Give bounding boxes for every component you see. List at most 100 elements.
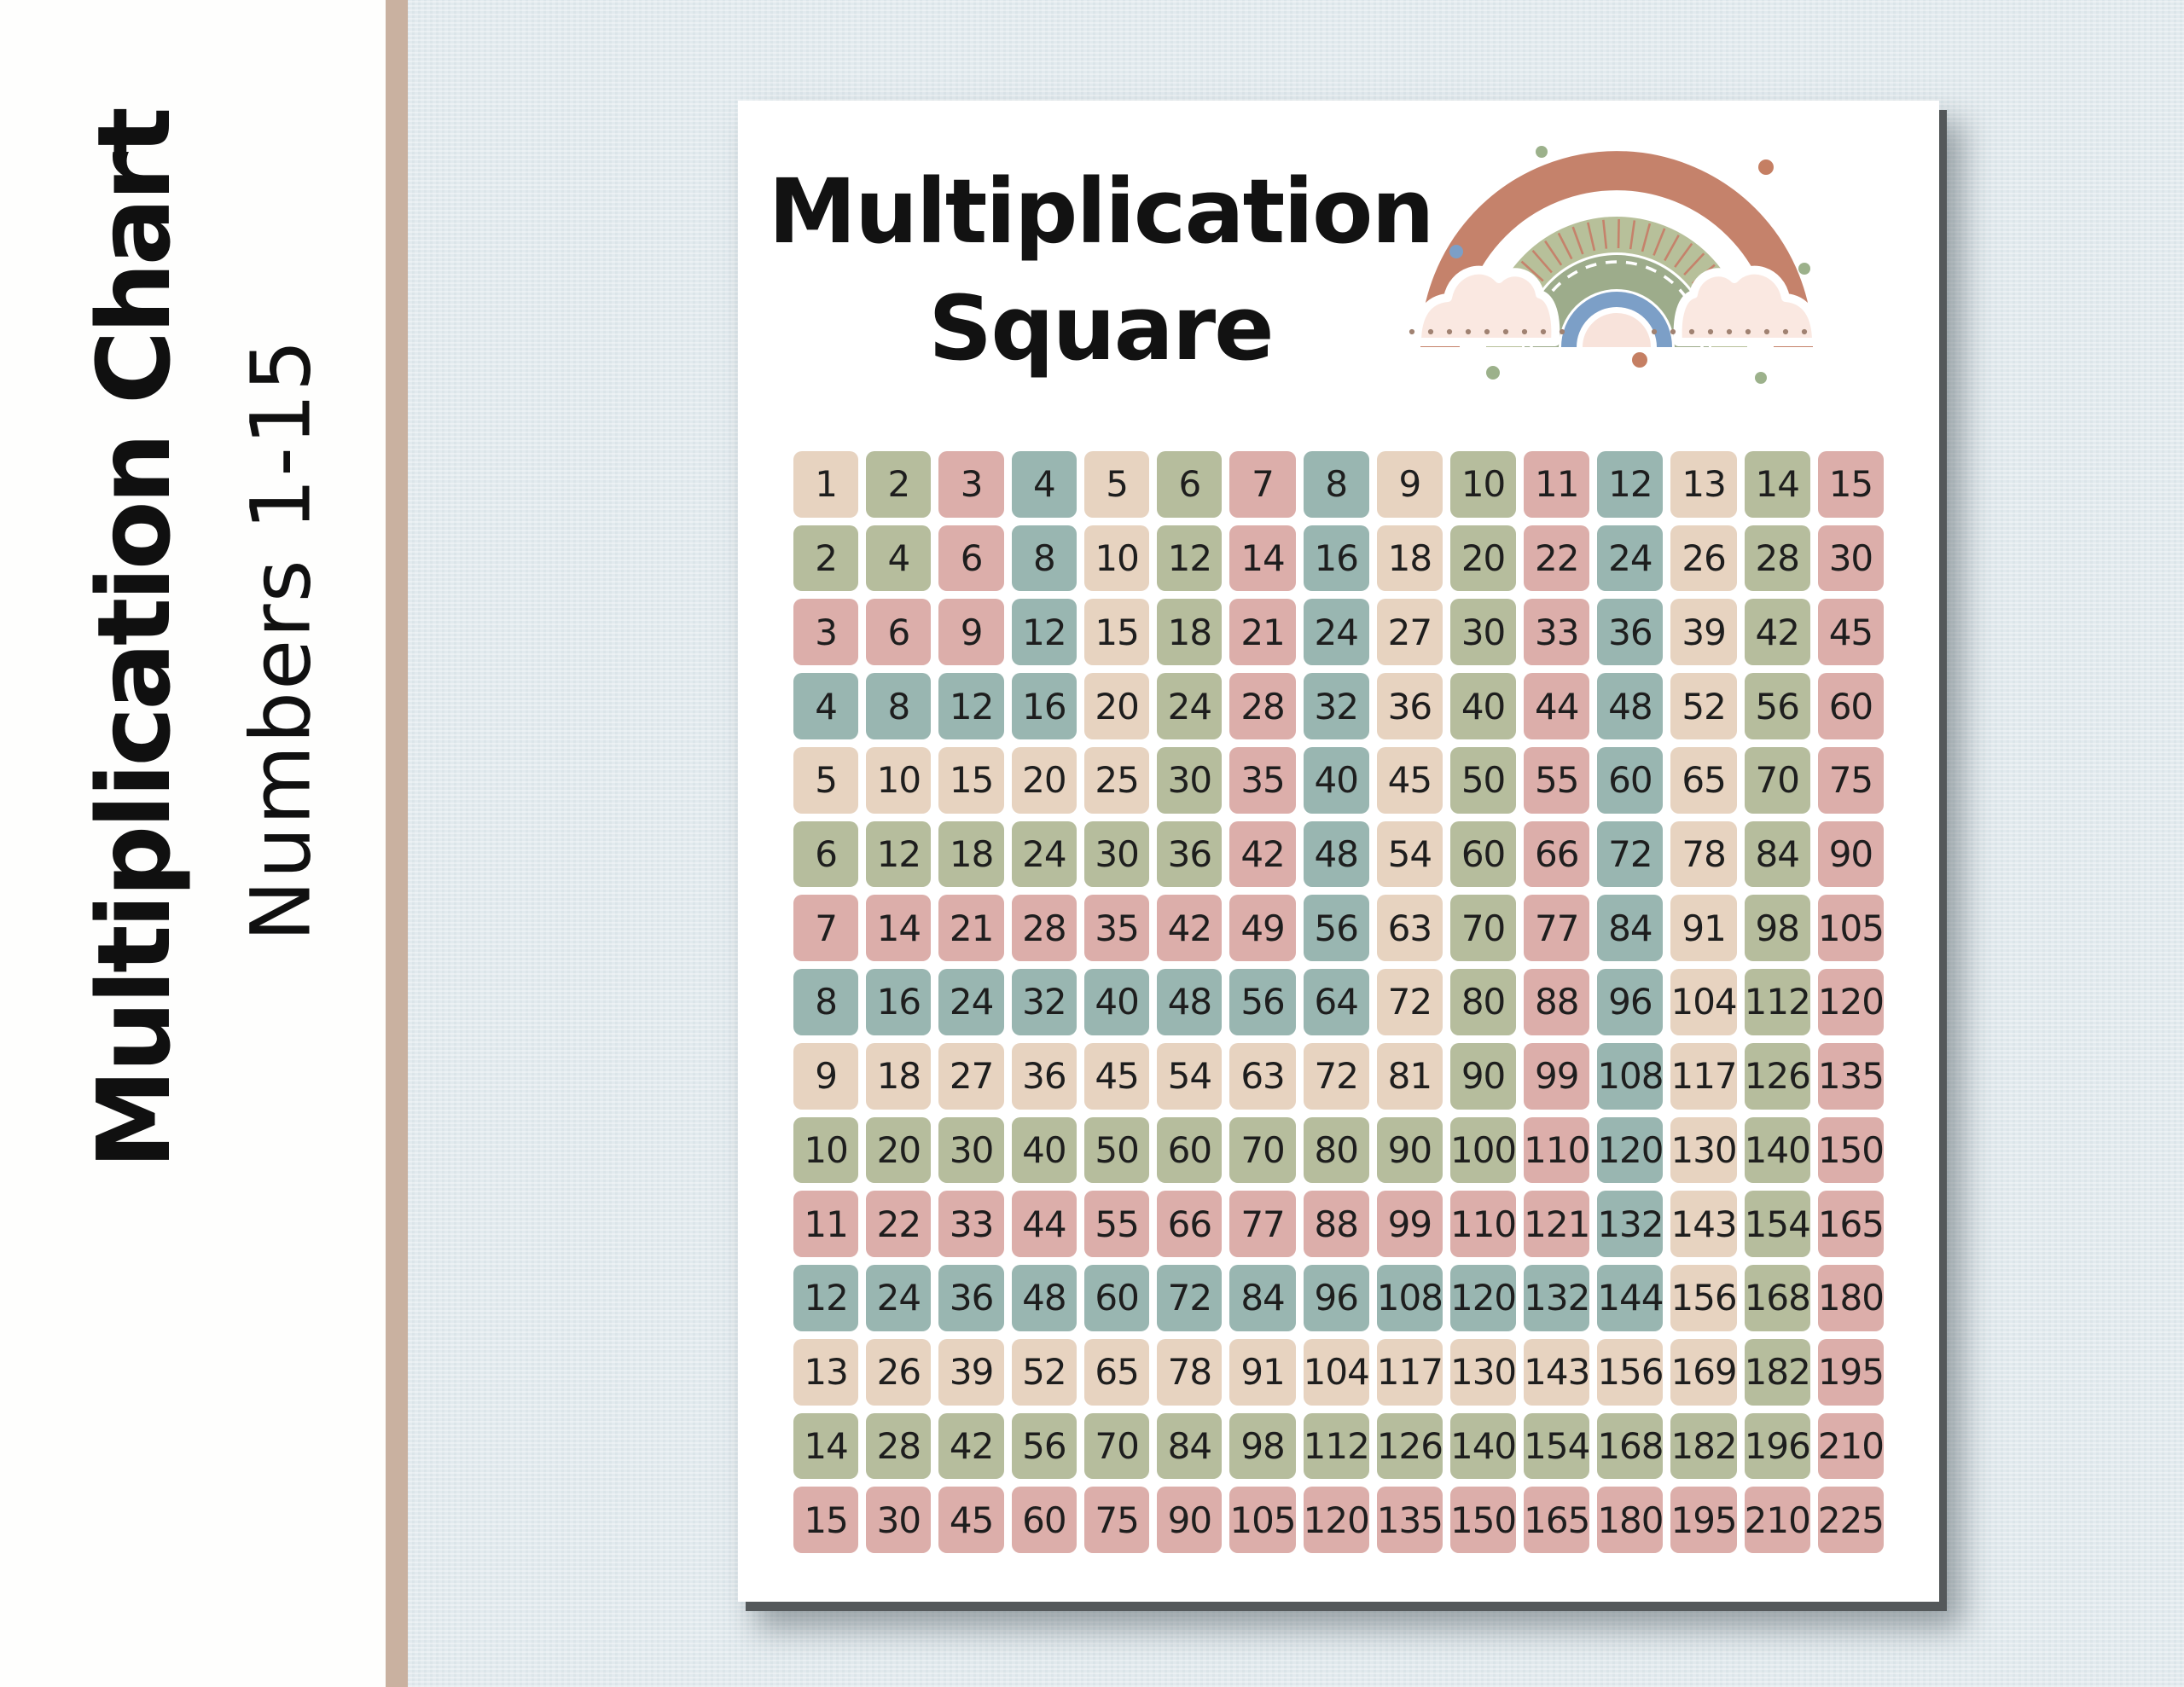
- grid-cell-r13c1: 13: [793, 1338, 859, 1406]
- grid-cell-r15c8: 120: [1303, 1487, 1370, 1553]
- grid-cell-r7c12: 84: [1597, 895, 1664, 962]
- grid-cell-r5c2: 10: [866, 746, 932, 814]
- grid-cell-r13c15: 195: [1817, 1338, 1885, 1406]
- grid-cell-r12c7: 84: [1229, 1265, 1296, 1331]
- grid-cell-r13c9: 117: [1376, 1338, 1443, 1406]
- grid-cell-r13c5: 65: [1083, 1338, 1150, 1406]
- grid-cell-r1c14: 14: [1744, 451, 1810, 518]
- grid-cell-r1c5: 5: [1083, 451, 1150, 518]
- grid-cell-r6c12: 72: [1597, 820, 1664, 888]
- grid-cell-r1c13: 13: [1670, 451, 1737, 518]
- multiplication-grid: 1 2 3 4 5 6 7 8 9 10 11 12 13 14 15 2 4 6 8 10 12 14 16 18 20 22 2…: [793, 451, 1885, 1553]
- grid-cell-r14c2: 28: [866, 1412, 932, 1480]
- grid-cell-r12c13: 156: [1670, 1265, 1738, 1331]
- grid-cell-r2c3: 6: [938, 525, 1004, 592]
- grid-cell-r6c13: 78: [1670, 820, 1737, 888]
- grid-cell-r7c1: 7: [793, 895, 859, 962]
- grid-cell-r7c14: 98: [1744, 895, 1810, 962]
- grid-cell-r15c15: 225: [1817, 1487, 1885, 1553]
- grid-cell-r14c13: 182: [1670, 1412, 1738, 1480]
- grid-cell-r8c15: 120: [1817, 969, 1885, 1035]
- grid-cell-r12c4: 48: [1011, 1265, 1077, 1331]
- grid-cell-r11c1: 11: [793, 1191, 859, 1258]
- grid-cell-r12c14: 168: [1744, 1265, 1811, 1331]
- grid-cell-r10c10: 100: [1449, 1116, 1517, 1184]
- grid-cell-r9c3: 27: [938, 1042, 1004, 1110]
- grid-cell-r13c13: 169: [1670, 1338, 1738, 1406]
- grid-cell-r15c4: 60: [1011, 1487, 1077, 1553]
- grid-cell-r3c1: 3: [793, 599, 859, 666]
- grid-cell-r5c1: 5: [793, 746, 859, 814]
- grid-cell-r14c8: 112: [1303, 1412, 1370, 1480]
- grid-cell-r14c9: 126: [1376, 1412, 1443, 1480]
- grid-cell-r2c12: 24: [1597, 525, 1664, 592]
- grid-cell-r5c13: 65: [1670, 746, 1737, 814]
- divider-strip: [386, 0, 408, 1687]
- grid-cell-r10c7: 70: [1229, 1116, 1296, 1184]
- grid-cell-r12c3: 36: [938, 1265, 1004, 1331]
- grid-cell-r15c3: 45: [938, 1487, 1004, 1553]
- grid-cell-r2c15: 30: [1817, 525, 1884, 592]
- grid-cell-r11c4: 44: [1011, 1191, 1077, 1258]
- grid-cell-r7c6: 42: [1157, 895, 1223, 962]
- grid-cell-r10c2: 20: [866, 1116, 932, 1184]
- grid-cell-r14c10: 140: [1449, 1412, 1517, 1480]
- grid-cell-r6c8: 48: [1303, 820, 1369, 888]
- grid-cell-r3c4: 12: [1011, 599, 1077, 666]
- grid-cell-r14c11: 154: [1524, 1412, 1590, 1480]
- grid-cell-r15c5: 75: [1083, 1487, 1150, 1553]
- grid-cell-r15c6: 90: [1157, 1487, 1223, 1553]
- grid-cell-r14c6: 84: [1157, 1412, 1223, 1480]
- grid-cell-r9c10: 90: [1449, 1042, 1517, 1110]
- grid-cell-r4c7: 28: [1229, 673, 1296, 739]
- grid-cell-r7c15: 105: [1817, 895, 1885, 962]
- grid-cell-r1c15: 15: [1817, 451, 1884, 518]
- grid-cell-r3c11: 33: [1524, 599, 1590, 666]
- grid-cell-r8c14: 112: [1744, 969, 1811, 1035]
- grid-cell-r9c11: 99: [1524, 1042, 1590, 1110]
- grid-cell-r1c9: 9: [1376, 451, 1443, 518]
- grid-cell-r5c10: 50: [1449, 746, 1517, 814]
- grid-cell-r4c2: 8: [866, 673, 932, 739]
- rainbow-arc-pink: [1583, 313, 1651, 349]
- cloud-left: [1413, 265, 1560, 346]
- grid-cell-r14c4: 56: [1011, 1412, 1077, 1480]
- grid-cell-r7c5: 35: [1083, 895, 1150, 962]
- grid-cell-r13c7: 91: [1229, 1338, 1296, 1406]
- grid-cell-r3c7: 21: [1229, 599, 1296, 666]
- grid-cell-r5c4: 20: [1011, 746, 1077, 814]
- grid-cell-r8c4: 32: [1011, 969, 1077, 1035]
- grid-cell-r9c2: 18: [866, 1042, 932, 1110]
- grid-cell-r2c14: 28: [1744, 525, 1810, 592]
- grid-cell-r13c8: 104: [1303, 1338, 1370, 1406]
- grid-cell-r11c14: 154: [1744, 1191, 1811, 1258]
- grid-cell-r11c9: 99: [1376, 1191, 1443, 1258]
- grid-cell-r14c14: 196: [1744, 1412, 1811, 1480]
- grid-cell-r2c1: 2: [793, 525, 859, 592]
- grid-cell-r15c13: 195: [1670, 1487, 1738, 1553]
- grid-cell-r8c1: 8: [793, 969, 859, 1035]
- grid-cell-r9c15: 135: [1817, 1042, 1885, 1110]
- grid-cell-r6c1: 6: [793, 820, 859, 888]
- grid-cell-r15c12: 180: [1597, 1487, 1664, 1553]
- grid-cell-r14c1: 14: [793, 1412, 859, 1480]
- grid-cell-r2c8: 16: [1303, 525, 1369, 592]
- grid-cell-r1c3: 3: [938, 451, 1004, 518]
- grid-cell-r4c11: 44: [1524, 673, 1590, 739]
- grid-cell-r1c8: 8: [1303, 451, 1369, 518]
- grid-cell-r6c3: 18: [938, 820, 1004, 888]
- grid-cell-r2c6: 12: [1157, 525, 1223, 592]
- grid-cell-r15c7: 105: [1229, 1487, 1297, 1553]
- grid-cell-r4c13: 52: [1670, 673, 1737, 739]
- grid-cell-r3c5: 15: [1083, 599, 1150, 666]
- grid-cell-r8c3: 24: [938, 969, 1004, 1035]
- scatter-dots: [1449, 146, 1810, 384]
- rainbow-arc-terracotta: [1420, 151, 1813, 348]
- grid-cell-r13c11: 143: [1524, 1338, 1590, 1406]
- grid-cell-r4c10: 40: [1449, 673, 1517, 739]
- grid-cell-r3c14: 42: [1744, 599, 1810, 666]
- grid-cell-r6c14: 84: [1744, 820, 1810, 888]
- grid-cell-r10c5: 50: [1083, 1116, 1150, 1184]
- grid-cell-r10c11: 110: [1524, 1116, 1590, 1184]
- grid-cell-r13c2: 26: [866, 1338, 932, 1406]
